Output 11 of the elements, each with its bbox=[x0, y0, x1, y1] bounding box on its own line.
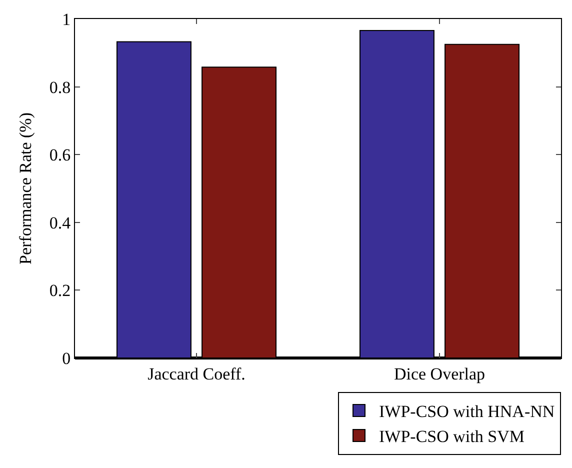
x-tick-label: Jaccard Coeff. bbox=[148, 364, 246, 384]
y-tick-label: 1 bbox=[62, 10, 71, 29]
y-tick-label: 0.2 bbox=[49, 281, 71, 300]
y-tick-label: 0.8 bbox=[49, 78, 71, 97]
legend-label: IWP-CSO with SVM bbox=[379, 427, 524, 446]
y-tick-label: 0.4 bbox=[49, 213, 72, 232]
y-tick-label: 0 bbox=[62, 348, 71, 368]
y-axis-title: Performance Rate (%) bbox=[16, 112, 35, 264]
x-tick-label: Dice Overlap bbox=[394, 364, 486, 384]
legend-label: IWP-CSO with HNA-NN bbox=[379, 402, 555, 422]
y-tick-label: 0.6 bbox=[49, 146, 71, 165]
